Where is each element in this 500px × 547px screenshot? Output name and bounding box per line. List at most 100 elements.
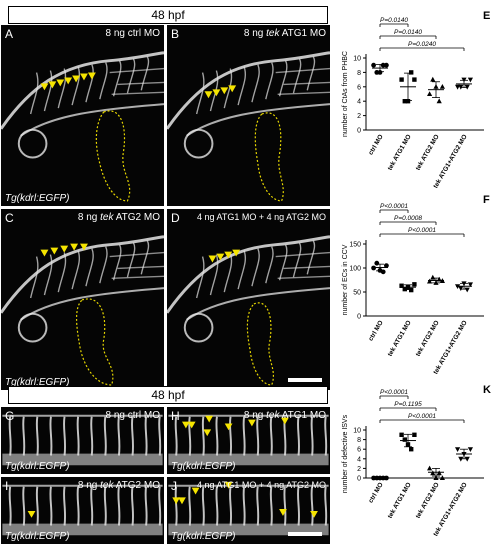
transgene-label-g: Tg(kdrl:EGFP): [5, 461, 70, 472]
central-artery: [43, 254, 53, 296]
intersegmental-vessel: [90, 486, 94, 526]
p-value-label: P<0.0001: [408, 413, 436, 420]
intersegmental-vessel: [8, 416, 12, 456]
dorsal-aorta-cardinal-vein: [2, 523, 163, 536]
arrowhead-marker: [70, 243, 79, 251]
intersegmental-vessel: [174, 486, 178, 526]
p-value-label: P<0.0001: [408, 227, 436, 234]
eye-vessel-ring: [183, 312, 214, 343]
arrowhead-marker: [228, 85, 237, 93]
intersegmental-vessel: [201, 416, 205, 456]
central-artery: [99, 62, 108, 100]
dorsal-vessel: [1, 235, 164, 314]
intersegmental-vessel: [22, 486, 26, 526]
ccv-outline: [246, 302, 274, 386]
chart-e: 0 2 4 6 8 10 number of CtAs from PHBC ctrl MO te…: [336, 0, 486, 196]
intersegmental-vessel: [215, 416, 219, 456]
data-point: [412, 77, 417, 82]
condition-label-g: 8 ng ctrl MO: [105, 410, 160, 421]
image-panel-d: D 4 ng ATG1 MO + 4 ng ATG2 MO: [166, 208, 331, 391]
image-panel-a: A 8 ng ctrl MO Tg(kdrl:EGFP): [0, 24, 165, 207]
arrowhead-marker: [72, 75, 81, 83]
data-point: [436, 470, 442, 476]
micrograph-trunk-g: [2, 414, 163, 466]
condition-label-b: 8 ng tek ATG1 MO: [243, 28, 326, 39]
central-artery: [237, 250, 247, 290]
data-point: [430, 76, 436, 82]
arrowhead-marker: [87, 72, 96, 80]
central-artery: [195, 72, 205, 115]
data-point: [455, 447, 461, 452]
data-point: [436, 98, 442, 104]
panel-label-d: D: [171, 211, 180, 225]
data-point: [409, 287, 414, 293]
central-artery: [57, 68, 67, 109]
p-value-label: P=0.1195: [394, 401, 422, 408]
intersegmental-vessel: [215, 486, 219, 526]
intersegmental-vessel: [256, 486, 260, 526]
condition-label-j: 4 ng ATG1 MO + 4 ng ATG2 MO: [197, 480, 326, 490]
central-artery: [57, 252, 67, 293]
trunk-vessels: [109, 67, 164, 95]
intersegmental-vessel: [130, 416, 135, 456]
intersegmental-vessel: [201, 486, 205, 526]
trunk-vessels: [275, 251, 330, 279]
y-tick-label: 50: [353, 290, 361, 297]
intersegmental-vessel: [324, 416, 328, 456]
condition-label-d: 4 ng ATG1 MO + 4 ng ATG2 MO: [197, 212, 326, 222]
chart-label-k: K: [483, 384, 491, 396]
arrowhead-marker: [203, 429, 212, 437]
micrograph-head-d: [167, 235, 330, 386]
central-artery: [195, 256, 205, 299]
arrowhead-marker: [204, 91, 213, 99]
micrograph-trunk-j: [168, 481, 329, 536]
intersegmental-vessel: [22, 416, 26, 456]
central-artery: [140, 240, 150, 275]
ccv-outline: [254, 112, 284, 202]
condition-label-i: 8 ng tek ATG2 MO: [77, 480, 160, 491]
data-point: [458, 286, 464, 291]
dorsal-aorta-cardinal-vein: [168, 453, 329, 466]
arrowhead-marker: [248, 419, 256, 427]
y-tick-label: 0: [357, 128, 361, 135]
image-panel-i: I 8 ng tek ATG2 MO Tg(kdrl:EGFP): [0, 476, 165, 545]
intersegmental-vessel: [130, 486, 135, 526]
eye-vessel-ring: [17, 128, 48, 159]
intersegmental-vessel: [117, 416, 121, 456]
chart-label-f: F: [483, 194, 490, 206]
arrowhead-marker: [216, 253, 225, 261]
data-point: [371, 62, 376, 68]
arrowhead-marker: [48, 81, 57, 89]
y-tick-label: 0: [357, 476, 361, 483]
data-point: [427, 278, 433, 284]
arrowhead-marker: [224, 481, 233, 489]
y-tick-label: 2: [357, 113, 361, 120]
data-point: [464, 456, 470, 462]
y-tick-label: 10: [353, 56, 361, 63]
panel-label-c: C: [5, 211, 14, 225]
central-artery: [85, 248, 94, 287]
arrowhead-marker: [212, 89, 221, 97]
central-artery: [209, 70, 219, 112]
p-value-label: P=0.0140: [380, 17, 408, 24]
intersegmental-vessel: [63, 486, 67, 526]
data-point: [433, 475, 439, 480]
central-artery: [112, 60, 122, 97]
data-point: [384, 263, 389, 268]
central-artery: [292, 58, 302, 94]
central-artery: [306, 240, 316, 275]
central-artery: [112, 244, 122, 281]
transgene-label-a: Tg(kdrl:EGFP): [5, 193, 70, 204]
dorsal-aorta-cardinal-vein: [2, 453, 163, 466]
hindbrain-vessel: [20, 103, 164, 137]
data-point: [402, 437, 407, 442]
ccv-outline: [75, 298, 114, 386]
central-artery: [251, 248, 260, 287]
intersegmental-vessel: [229, 486, 233, 526]
central-artery: [29, 72, 39, 115]
intersegmental-vessel: [229, 416, 233, 456]
image-panel-h: H 8 ng tek ATG1 MO Tg(kdrl:EGFP): [166, 406, 331, 475]
arrowhead-marker: [80, 243, 88, 251]
micrograph-head-c: [1, 235, 164, 386]
